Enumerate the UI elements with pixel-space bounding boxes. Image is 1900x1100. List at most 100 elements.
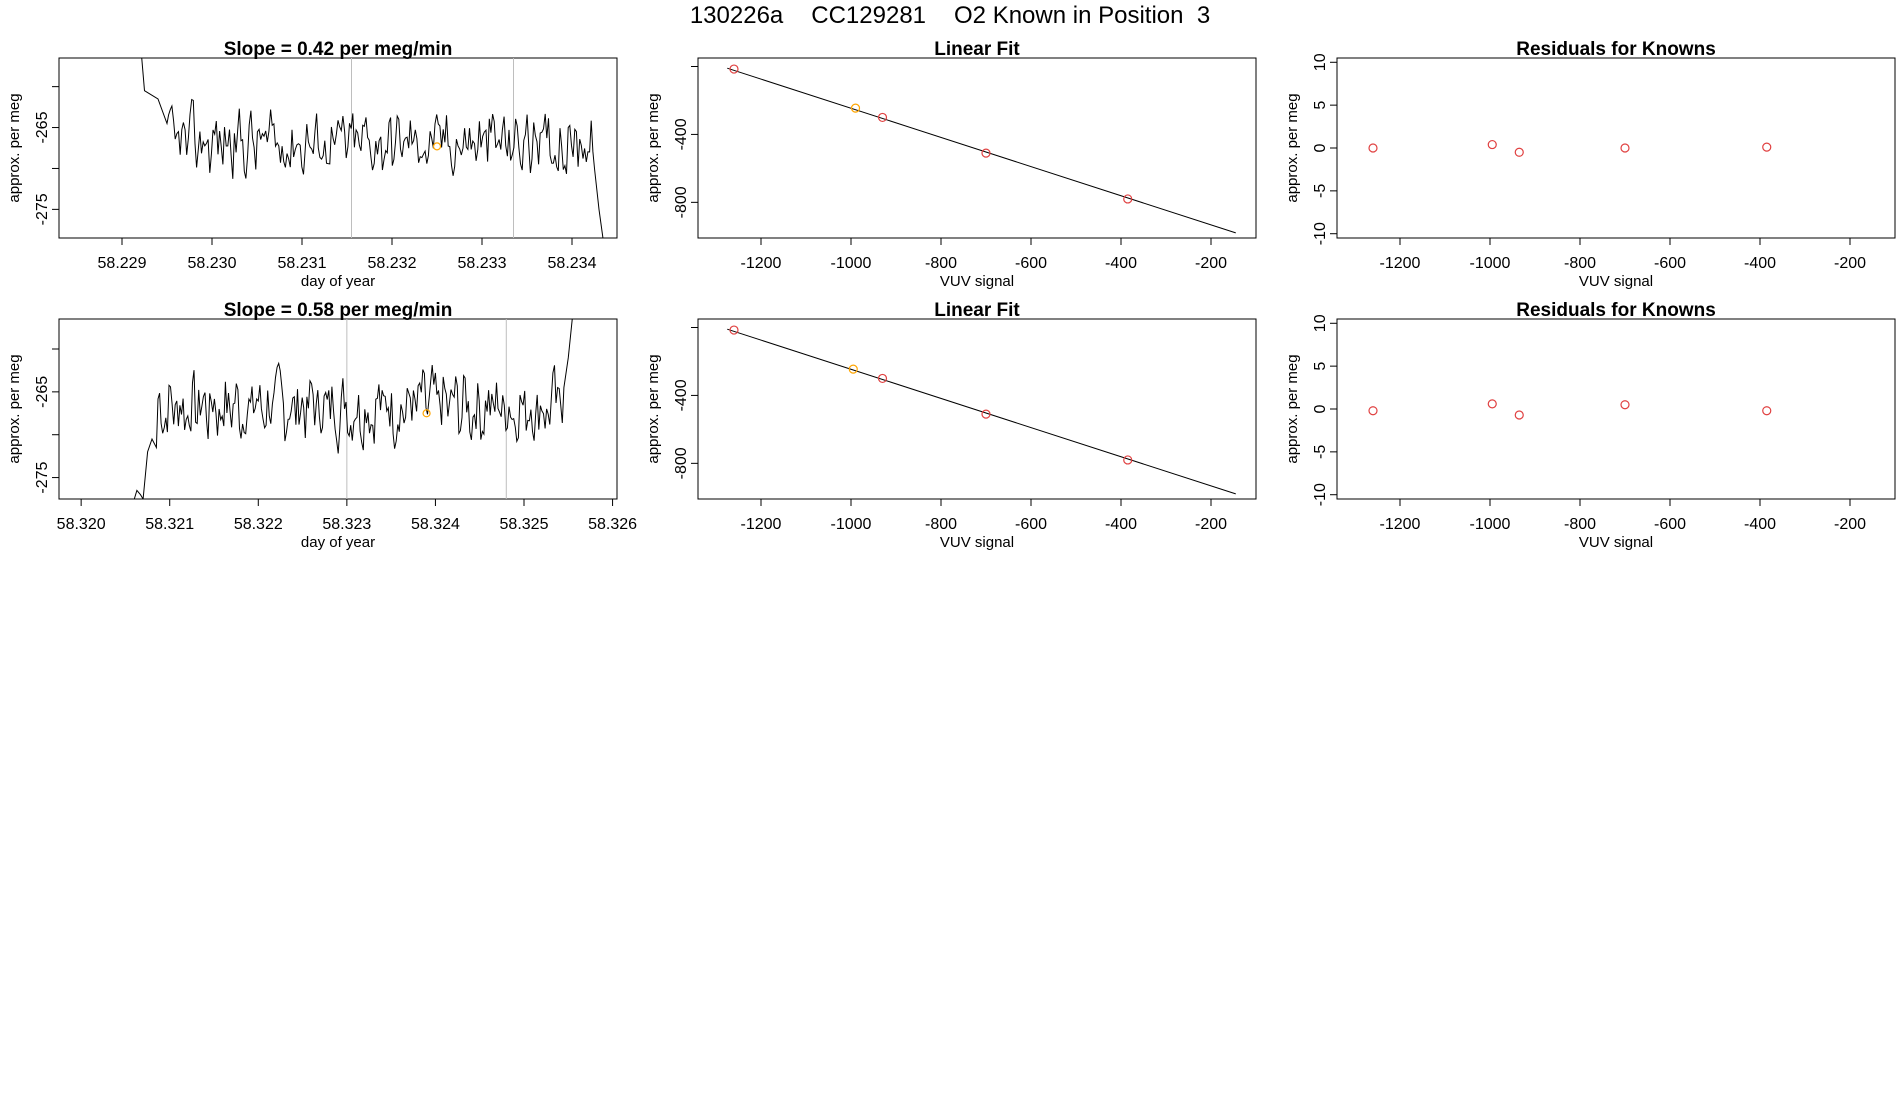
p5-x-tick-label: -1200 (741, 516, 782, 533)
p6-plot-area (1368, 399, 1772, 420)
p3-y-tick-label: -10 (1312, 222, 1329, 245)
p4-x-tick-label: 58.326 (588, 516, 637, 533)
run-id: 130226a (689, 2, 784, 29)
p3-data-point (1487, 139, 1497, 150)
main-title: 130226a CC129281 O2 Known in Position 3 (0, 2, 1900, 30)
p6-x-tick-label: -800 (1564, 516, 1596, 533)
p6-y-tick-label: -5 (1312, 445, 1329, 459)
p4-plot-area (133, 319, 573, 499)
p3-y-tick-label: 10 (1312, 53, 1329, 71)
p6-x-tick-label: -1200 (1380, 516, 1421, 533)
p2-x-tick-label: -1000 (831, 255, 872, 272)
p2-x-tick-label: -600 (1015, 255, 1047, 272)
p4-x-tick-label: 58.320 (57, 516, 106, 533)
p1-reference-point (432, 142, 442, 151)
p4-x-tick-label: 58.322 (234, 516, 283, 533)
p1-x-tick-label: 58.229 (98, 255, 147, 272)
p1-x-tick-label: 58.233 (458, 255, 507, 272)
p1-chart-title: Slope = 0.42 per meg/min (224, 39, 453, 60)
p2-data-point (877, 112, 888, 123)
p5-data-point (729, 325, 739, 335)
p6-chart-title: Residuals for Knowns (1516, 300, 1716, 321)
p4-x-tick-label: 58.325 (500, 516, 549, 533)
p5-plot-frame (697, 318, 1257, 500)
p1-y-tick-label: -265 (34, 111, 51, 143)
p2-chart-title: Linear Fit (934, 39, 1020, 60)
p2-x-tick-label: -800 (925, 255, 957, 272)
p2-data-point (1123, 194, 1133, 204)
p2-fit-line (727, 67, 1236, 234)
p3-y-tick-label: 0 (1312, 143, 1329, 152)
p2-plot-area (727, 64, 1236, 234)
p2-y-tick-label: -400 (673, 118, 690, 150)
p2-x-axis-label: VUV signal (940, 273, 1014, 290)
p1-plot-area (141, 58, 604, 238)
p5-x-tick-label: -200 (1195, 516, 1227, 533)
p4-y-tick-label: -275 (34, 461, 51, 493)
p1-x-tick-label: 58.231 (278, 255, 327, 272)
p3-plot-area (1368, 139, 1772, 157)
p3-x-tick-label: -200 (1834, 255, 1866, 272)
p2-x-tick-label: -400 (1105, 255, 1137, 272)
p6-data-point (1620, 400, 1630, 410)
p4-y-tick-label: -265 (34, 376, 51, 408)
p6-y-tick-label: 0 (1312, 404, 1329, 413)
p3-x-tick-label: -800 (1564, 255, 1596, 272)
p3-chart-title: Residuals for Knowns (1516, 39, 1716, 60)
p2-data-point (850, 103, 861, 113)
p4-series-line (133, 319, 573, 499)
p1-series-line (141, 58, 604, 238)
p3-y-axis-label: approx. per meg (1284, 93, 1301, 202)
p1-y-axis-label: approx. per meg (6, 93, 23, 202)
p5-chart-title: Linear Fit (934, 300, 1020, 321)
p5-x-tick-label: -400 (1105, 516, 1137, 533)
p3-data-point (1762, 142, 1772, 152)
p3-y-tick-label: 5 (1312, 101, 1329, 110)
p4-x-tick-label: 58.321 (145, 516, 194, 533)
p5-x-axis-label: VUV signal (940, 534, 1014, 551)
p5-data-point (877, 373, 888, 384)
p2-y-axis-label: approx. per meg (645, 93, 662, 202)
p2-data-point (729, 64, 739, 74)
p2-x-tick-label: -200 (1195, 255, 1227, 272)
p5-x-tick-label: -800 (925, 516, 957, 533)
p6-data-point (1514, 410, 1524, 420)
p6-y-tick-label: 10 (1312, 314, 1329, 332)
p4-plot-frame (58, 318, 618, 500)
p4-x-axis-label: day of year (301, 534, 375, 551)
p6-data-point (1487, 399, 1497, 409)
p3-y-tick-label: -5 (1312, 184, 1329, 198)
p5-x-tick-label: -600 (1015, 516, 1047, 533)
p1-x-axis-label: day of year (301, 273, 375, 290)
p4-chart-title: Slope = 0.58 per meg/min (224, 300, 453, 321)
p1-x-tick-label: 58.232 (368, 255, 417, 272)
cylinder-id: CC129281 (811, 2, 927, 29)
p2-data-point (981, 148, 991, 158)
p3-x-tick-label: -1200 (1380, 255, 1421, 272)
p5-fit-line (727, 328, 1236, 495)
p3-plot-frame (1336, 57, 1896, 239)
p5-plot-area (727, 325, 1236, 495)
p6-y-axis-label: approx. per meg (1284, 354, 1301, 463)
p5-y-tick-label: -800 (673, 447, 690, 479)
p3-x-axis-label: VUV signal (1579, 273, 1653, 290)
p2-plot-frame (697, 57, 1257, 239)
p3-data-point (1620, 143, 1630, 153)
p6-x-tick-label: -600 (1654, 516, 1686, 533)
p6-x-tick-label: -1000 (1470, 516, 1511, 533)
p4-y-axis-label: approx. per meg (6, 354, 23, 463)
p4-x-tick-label: 58.324 (411, 516, 460, 533)
p1-x-tick-label: 58.230 (188, 255, 237, 272)
p6-data-point (1368, 406, 1378, 416)
p6-plot-frame (1336, 318, 1896, 500)
p6-y-tick-label: 5 (1312, 362, 1329, 371)
p6-x-axis-label: VUV signal (1579, 534, 1653, 551)
p3-x-tick-label: -600 (1654, 255, 1686, 272)
p3-x-tick-label: -400 (1744, 255, 1776, 272)
p5-data-point (848, 364, 858, 374)
p1-plot-frame (58, 57, 618, 239)
p4-reference-point (422, 409, 431, 418)
p6-data-point (1762, 406, 1772, 416)
p6-x-tick-label: -400 (1744, 516, 1776, 533)
